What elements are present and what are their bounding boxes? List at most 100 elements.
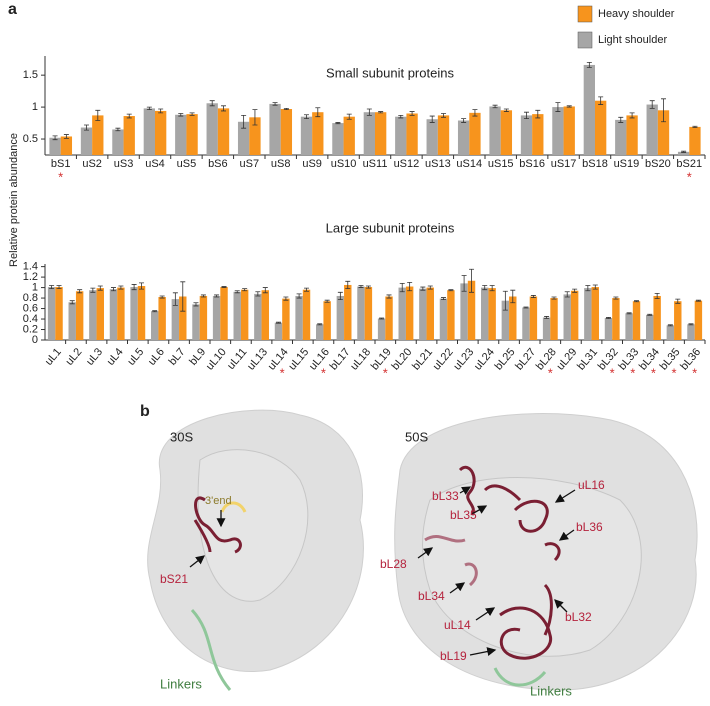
- error-bar: [586, 61, 592, 68]
- bar: [47, 287, 56, 340]
- bar: [500, 110, 513, 155]
- rrna-3-end: [220, 501, 247, 513]
- error-bar: [366, 108, 372, 116]
- bar: [406, 113, 418, 155]
- bar: [677, 151, 690, 155]
- bar: [377, 318, 386, 340]
- error-bar: [398, 115, 404, 119]
- bar: [137, 286, 146, 340]
- error-bar: [503, 108, 509, 112]
- protein-label: bL28: [380, 557, 407, 571]
- structure-30s: [147, 409, 364, 691]
- bar: [89, 290, 97, 340]
- subunit-label: 30S: [170, 429, 193, 444]
- x-tick-label: bS16: [519, 158, 545, 170]
- error-bar: [688, 323, 694, 326]
- x-tick-label: uS2: [82, 158, 102, 170]
- error-bar: [551, 296, 557, 300]
- error-bar: [255, 291, 261, 297]
- x-tick-label: uL14: [266, 346, 291, 372]
- bar: [426, 287, 434, 340]
- significance-marker: *: [383, 365, 388, 380]
- x-tick-label: uL29: [555, 346, 580, 372]
- significance-marker: *: [692, 365, 697, 380]
- error-bar: [661, 98, 667, 123]
- significance-marker: *: [321, 365, 326, 380]
- error-bar: [585, 285, 591, 292]
- error-bar: [49, 285, 55, 290]
- error-bar: [180, 281, 186, 312]
- error-bar: [626, 312, 632, 315]
- x-tick-label: bL19: [369, 346, 394, 372]
- significance-marker: *: [651, 365, 656, 380]
- error-bar: [472, 109, 478, 117]
- significance-marker: *: [280, 365, 285, 380]
- bar: [112, 129, 124, 155]
- error-bar: [482, 285, 488, 291]
- x-tick-label: uL11: [225, 346, 249, 372]
- panel-label: a: [8, 1, 17, 18]
- x-tick-label: bS20: [645, 158, 671, 170]
- bar: [130, 287, 138, 340]
- bar: [55, 287, 63, 340]
- protein-label: bL32: [565, 610, 592, 624]
- error-bar: [77, 289, 83, 294]
- y-tick-label: 1.4: [23, 261, 38, 273]
- bar: [323, 301, 331, 340]
- error-bar: [69, 300, 75, 305]
- error-bar: [667, 324, 673, 327]
- x-tick-label: uS19: [614, 158, 640, 170]
- bar: [186, 114, 198, 155]
- error-bar: [296, 293, 302, 299]
- x-tick-label: bL20: [390, 346, 415, 372]
- error-bar: [131, 284, 137, 291]
- y-axis-label: Relative protein abundance: [8, 133, 20, 267]
- error-bar: [214, 294, 220, 298]
- bar: [158, 297, 166, 340]
- x-tick-label: uL13: [245, 346, 270, 372]
- error-bar: [252, 109, 258, 126]
- protein-label: bL34: [418, 589, 445, 603]
- bar: [312, 112, 324, 155]
- bar: [591, 287, 599, 340]
- bar: [143, 108, 155, 155]
- bar: [612, 298, 620, 340]
- error-bar: [337, 291, 343, 301]
- bar: [646, 314, 654, 340]
- bar: [92, 115, 104, 155]
- error-bar: [63, 134, 69, 139]
- legend-label: Light shoulder: [598, 34, 667, 46]
- bar: [171, 299, 180, 340]
- x-tick-label: bL21: [410, 346, 435, 372]
- x-tick-label: uS9: [302, 158, 322, 170]
- x-tick-label: uS8: [271, 158, 291, 170]
- error-bar: [535, 109, 541, 119]
- bar: [405, 286, 414, 340]
- x-tick-label: uL22: [431, 346, 456, 372]
- error-bar: [346, 113, 352, 120]
- error-bar: [555, 102, 561, 112]
- y-tick-label: 0: [32, 334, 38, 346]
- bar: [274, 322, 283, 340]
- bar: [280, 109, 293, 155]
- significance-marker: *: [548, 365, 553, 380]
- error-bar: [262, 287, 268, 294]
- error-bar: [399, 282, 405, 293]
- bar: [520, 115, 533, 155]
- bar: [625, 313, 633, 340]
- bar: [550, 298, 558, 340]
- bar: [653, 295, 661, 340]
- error-bar: [345, 280, 351, 290]
- error-bar: [618, 116, 624, 123]
- structure-50s: [394, 413, 698, 691]
- bar: [595, 100, 607, 155]
- bar: [488, 288, 496, 340]
- bar: [467, 280, 476, 340]
- x-tick-label: bL33: [616, 346, 641, 372]
- error-bar: [146, 106, 152, 111]
- bar: [542, 317, 551, 340]
- bar: [426, 119, 438, 155]
- significance-marker: *: [58, 169, 63, 184]
- x-tick-label: uL18: [348, 346, 373, 372]
